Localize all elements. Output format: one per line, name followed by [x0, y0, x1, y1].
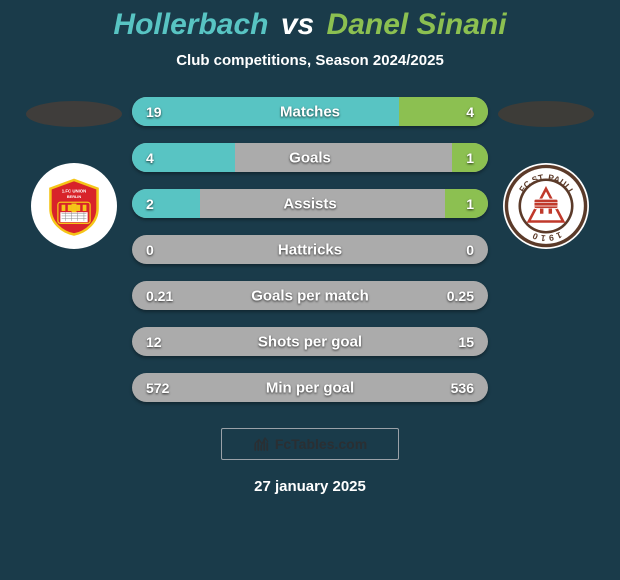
left-halo	[26, 101, 122, 127]
stat-value-right: 0	[466, 242, 474, 258]
stat-label: Goals	[289, 149, 331, 166]
stat-label: Min per goal	[266, 379, 354, 396]
right-halo	[498, 101, 594, 127]
stat-value-right: 1	[466, 196, 474, 212]
stat-value-left: 572	[146, 380, 169, 396]
stat-label: Matches	[280, 103, 340, 120]
date-text: 27 january 2025	[0, 478, 620, 495]
stat-value-left: 2	[146, 196, 154, 212]
title-player1: Hollerbach	[113, 8, 268, 41]
stat-left-fill	[132, 97, 399, 126]
title-player2: Danel Sinani	[327, 8, 507, 41]
stat-value-left: 0	[146, 242, 154, 258]
svg-text:1.FC UNION: 1.FC UNION	[62, 188, 87, 193]
stat-right-fill	[399, 97, 488, 126]
stat-bar: 0.21 0.25 Goals per match	[132, 281, 488, 310]
stat-bar: 19 4 Matches	[132, 97, 488, 126]
left-team-badge: 1.FC UNION BERLIN	[31, 163, 117, 249]
right-team-badge: FC ST. PAULI 1910	[503, 163, 589, 249]
stat-bar: 0 0 Hattricks	[132, 235, 488, 264]
svg-text:BERLIN: BERLIN	[67, 195, 81, 199]
stat-value-left: 0.21	[146, 288, 173, 304]
stats-bars: 19 4 Matches 4 1 Goals 2 1 Assists 0 0 Hattricks 0.2…	[132, 97, 488, 402]
brand-text: FcTables.com	[275, 436, 367, 452]
union-berlin-crest-icon: 1.FC UNION BERLIN	[43, 175, 105, 237]
fctables-logo-icon	[253, 435, 271, 453]
brand-link[interactable]: FcTables.com	[221, 428, 399, 460]
stat-label: Hattricks	[278, 241, 342, 258]
stat-value-right: 15	[458, 334, 474, 350]
page-title: Hollerbach vs Danel Sinani	[0, 8, 620, 42]
stat-bar: 4 1 Goals	[132, 143, 488, 172]
right-team-col: FC ST. PAULI 1910	[496, 97, 596, 249]
stat-value-left: 12	[146, 334, 162, 350]
title-vs: vs	[281, 8, 314, 41]
stat-value-right: 536	[451, 380, 474, 396]
stat-label: Shots per goal	[258, 333, 362, 350]
stat-value-left: 4	[146, 150, 154, 166]
left-team-col: 1.FC UNION BERLIN	[24, 97, 124, 249]
subtitle: Club competitions, Season 2024/2025	[0, 52, 620, 69]
stat-label: Goals per match	[251, 287, 369, 304]
stat-value-right: 4	[466, 104, 474, 120]
stat-bar: 572 536 Min per goal	[132, 373, 488, 402]
st-pauli-crest-icon: FC ST. PAULI 1910	[503, 163, 589, 249]
stat-value-left: 19	[146, 104, 162, 120]
stat-label: Assists	[283, 195, 336, 212]
stat-value-right: 0.25	[447, 288, 474, 304]
main-area: 1.FC UNION BERLIN 19 4 Matches 4 1 Goals 2 1 Ass…	[0, 97, 620, 402]
stat-bar: 12 15 Shots per goal	[132, 327, 488, 356]
stat-left-fill	[132, 189, 200, 218]
stat-value-right: 1	[466, 150, 474, 166]
comparison-card: Hollerbach vs Danel Sinani Club competit…	[0, 0, 620, 580]
stat-bar: 2 1 Assists	[132, 189, 488, 218]
